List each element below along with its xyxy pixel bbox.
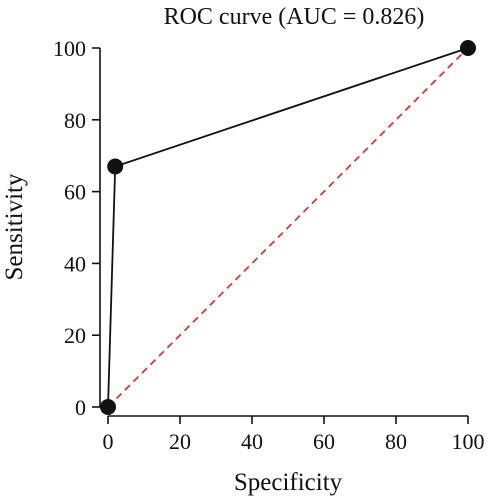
x-tick-label: 80 bbox=[385, 429, 407, 454]
x-tick-label: 0 bbox=[103, 429, 114, 454]
reference-diagonal-line bbox=[107, 47, 469, 408]
x-tick-label: 20 bbox=[169, 429, 191, 454]
y-tick-label: 0 bbox=[75, 395, 86, 420]
plot-area: 0 20 40 60 80 100 0 20 40 60 80 100 bbox=[53, 36, 485, 454]
roc-point bbox=[460, 40, 476, 56]
chart-title: ROC curve (AUC = 0.826) bbox=[164, 4, 425, 30]
roc-point bbox=[100, 399, 116, 415]
x-tick-label: 40 bbox=[241, 429, 263, 454]
y-tick-label: 80 bbox=[64, 108, 86, 133]
x-tick-label: 60 bbox=[313, 429, 335, 454]
y-tick-label: 100 bbox=[53, 36, 86, 61]
roc-point bbox=[107, 158, 124, 175]
y-tick-label: 60 bbox=[64, 180, 86, 205]
y-axis-label: Sensitivity bbox=[1, 173, 28, 280]
y-tick-label: 40 bbox=[64, 251, 86, 276]
x-tick-label: 100 bbox=[452, 429, 485, 454]
x-axis-label: Specificity bbox=[234, 469, 343, 496]
y-tick-label: 20 bbox=[64, 323, 86, 348]
